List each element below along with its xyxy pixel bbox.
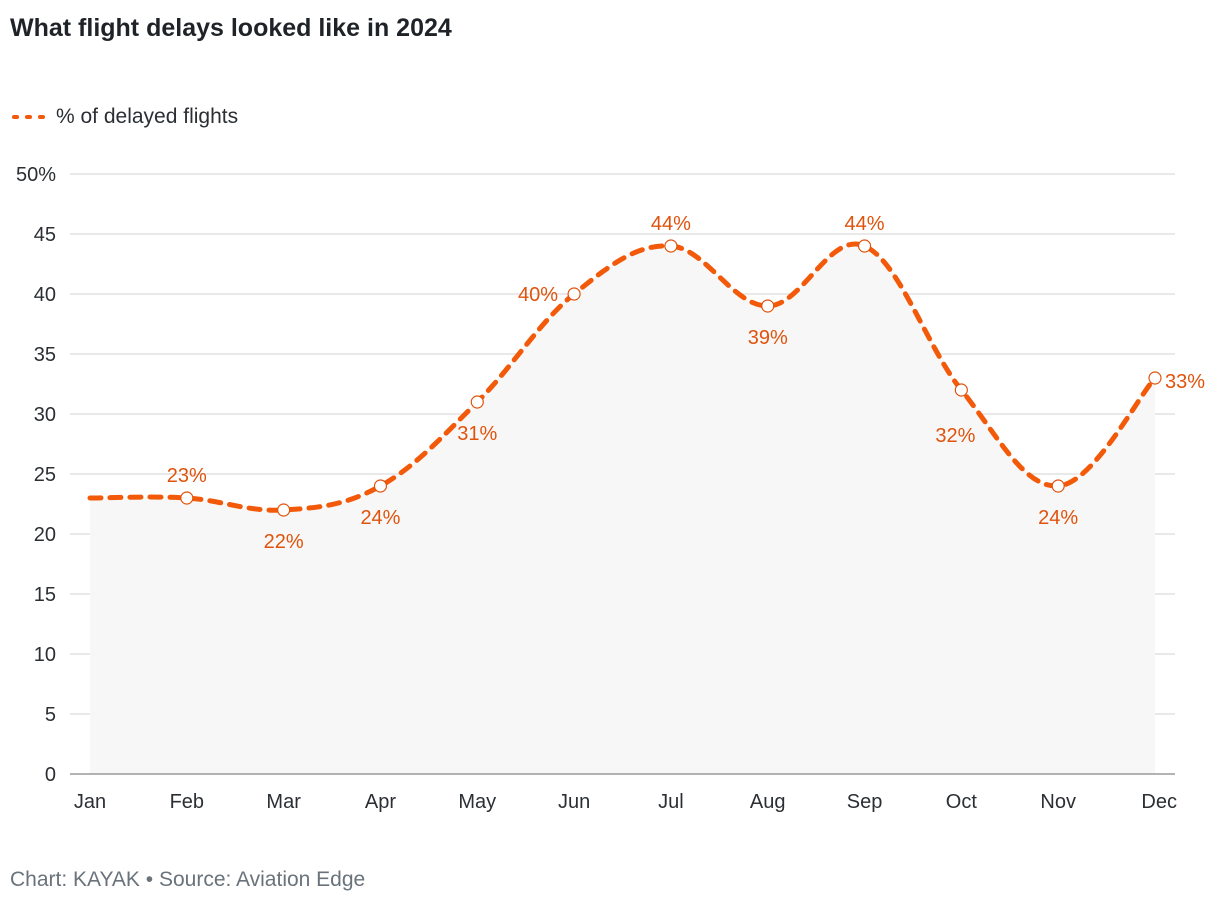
data-label: 39% [748, 327, 788, 349]
y-tick-label: 20 [34, 524, 56, 546]
data-point [1051, 479, 1065, 493]
data-point [857, 239, 872, 253]
x-tick-label: Sep [847, 791, 883, 813]
y-tick-label: 0 [45, 764, 56, 786]
data-label: 40% [518, 284, 558, 306]
data-points [180, 239, 1162, 517]
x-tick-label: Aug [750, 791, 786, 813]
y-tick-label: 50% [16, 164, 56, 186]
axes: 0 5 10 15 20 25 30 35 40 45 50% Jan Feb Mar Apr May Jun J… [16, 164, 1177, 813]
data-point [761, 299, 775, 313]
y-tick-label: 45 [34, 224, 56, 246]
data-labels: 23% 22% 24% 31% 40% 44% 39% 44% 32% 24% 33% [167, 213, 1205, 553]
chart-title: What flight delays looked like in 2024 [10, 14, 452, 42]
x-tick-label: Oct [946, 791, 978, 813]
data-label: 33% [1165, 371, 1205, 393]
y-tick-label: 15 [34, 584, 56, 606]
y-tick-label: 5 [45, 704, 56, 726]
x-tick-label: Jul [658, 791, 684, 813]
data-point [1148, 371, 1162, 385]
data-label: 22% [264, 531, 304, 553]
x-tick-label: Nov [1040, 791, 1076, 813]
chart-source: Chart: KAYAK • Source: Aviation Edge [10, 868, 366, 891]
data-point [954, 383, 968, 397]
y-tick-label: 35 [34, 344, 56, 366]
data-label: 24% [1038, 507, 1078, 529]
data-label: 31% [457, 423, 497, 445]
data-point [664, 239, 678, 253]
legend-dashed-line-icon [12, 115, 48, 119]
data-label: 24% [360, 507, 400, 529]
data-point [277, 503, 291, 517]
data-label: 32% [935, 425, 975, 447]
data-point [470, 395, 484, 409]
x-tick-label: Mar [266, 791, 301, 813]
x-tick-label: Apr [365, 791, 396, 813]
y-tick-label: 10 [34, 644, 56, 666]
y-tick-label: 40 [34, 284, 56, 306]
x-tick-label: Jun [558, 791, 590, 813]
data-label: 44% [845, 213, 885, 235]
data-label: 23% [167, 465, 207, 487]
y-tick-label: 30 [34, 404, 56, 426]
legend: % of delayed flights [12, 105, 238, 129]
x-tick-label: Dec [1141, 791, 1177, 813]
legend-label: % of delayed flights [56, 105, 239, 128]
data-point [180, 491, 194, 505]
data-point [373, 479, 388, 493]
area-under-line [90, 243, 1155, 774]
x-tick-label: May [458, 791, 496, 813]
y-tick-label: 25 [34, 464, 56, 486]
x-tick-label: Feb [170, 791, 204, 813]
x-tick-label: Jan [74, 791, 106, 813]
data-label: 44% [651, 213, 691, 235]
data-point [567, 287, 581, 301]
area-fill [90, 243, 1155, 774]
